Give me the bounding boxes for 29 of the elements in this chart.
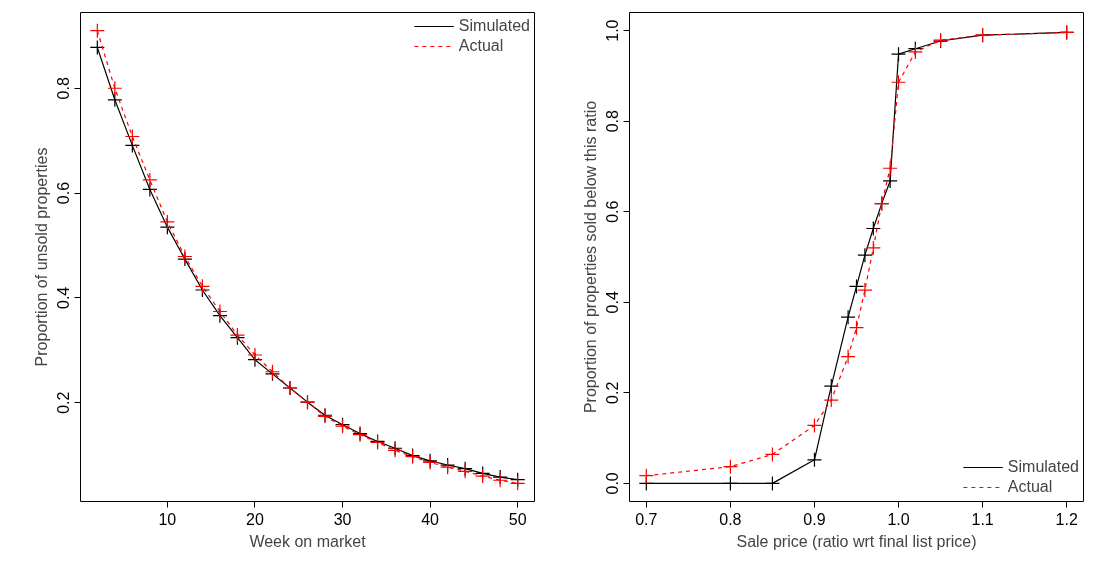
y-tick-label: 0.2 — [55, 391, 73, 414]
x-tick-label: 20 — [246, 510, 264, 528]
x-tick-label: 0.7 — [635, 510, 658, 528]
y-tick-label: 0.4 — [55, 286, 73, 309]
x-axis-title: Sale price (ratio wrt final list price) — [736, 532, 977, 550]
y-tick-label: 0.6 — [604, 200, 622, 223]
y-tick-label: 0.0 — [604, 472, 622, 495]
legend-label: Actual — [458, 37, 504, 55]
x-axis-title: Week on market — [249, 532, 367, 550]
y-axis-title: Proportion of unsold properties — [32, 147, 50, 367]
x-tick-label: 0.8 — [719, 510, 742, 528]
y-tick-label: 0.4 — [604, 291, 622, 314]
y-tick-label: 1.0 — [604, 19, 622, 42]
x-tick-label: 40 — [421, 510, 440, 528]
y-tick-label: 0.8 — [55, 77, 73, 100]
legend-label: Simulated — [1007, 458, 1079, 476]
legend-label: Actual — [1007, 478, 1053, 496]
x-tick-label: 50 — [508, 510, 527, 528]
x-tick-label: 1.2 — [1055, 510, 1078, 528]
x-tick-label: 10 — [158, 510, 177, 528]
x-tick-label: 30 — [333, 510, 352, 528]
x-tick-label: 1.0 — [887, 510, 910, 528]
y-tick-label: 0.6 — [55, 181, 73, 205]
y-axis-title: Proportion of properties sold below this ratio — [581, 100, 599, 414]
y-tick-label: 0.8 — [604, 109, 622, 133]
y-tick-label: 0.2 — [604, 381, 622, 404]
x-tick-label: 1.1 — [971, 510, 994, 528]
legend-label: Simulated — [458, 17, 530, 35]
x-tick-label: 0.9 — [803, 510, 826, 528]
